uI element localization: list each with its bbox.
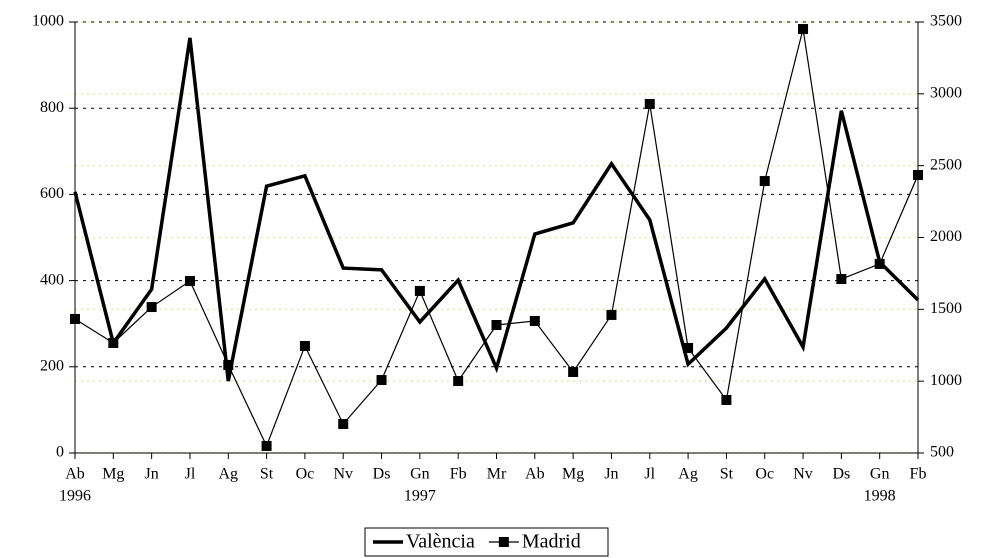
y-tick-label: 200	[40, 357, 64, 374]
y2-tick-label: 1000	[930, 372, 962, 389]
marker	[874, 258, 885, 269]
x-tick-label: Ab	[65, 466, 85, 483]
y-tick-label: 0	[56, 444, 64, 461]
marker	[798, 24, 809, 35]
marker	[721, 394, 732, 405]
x-tick-label: Fb	[910, 466, 927, 483]
y2-tick-label: 2000	[930, 228, 962, 245]
y2-tick-label: 2500	[930, 156, 962, 173]
marker	[223, 359, 234, 370]
marker	[644, 99, 655, 110]
legend-label: Madrid	[522, 531, 581, 553]
x-tick-label: Jl	[185, 466, 196, 483]
marker	[606, 309, 617, 320]
y2-tick-label: 3000	[930, 85, 962, 102]
x-tick-label: Ds	[832, 466, 850, 483]
x-tick-label: Gn	[870, 466, 890, 483]
marker	[338, 418, 349, 429]
x-tick-label: Gn	[410, 466, 430, 483]
marker	[453, 376, 464, 387]
marker	[184, 276, 195, 287]
y2-tick-label: 500	[930, 444, 954, 461]
legend-box	[364, 527, 609, 557]
x-tick-label: Jn	[145, 466, 159, 483]
x-group-label: 1997	[404, 488, 436, 505]
x-tick-label: Ag	[218, 466, 238, 483]
x-tick-label: Jl	[644, 466, 655, 483]
x-tick-label: Jn	[604, 466, 618, 483]
y-tick-label: 400	[40, 271, 64, 288]
marker	[759, 176, 770, 187]
x-group-label: 1996	[59, 488, 91, 505]
x-tick-label: Nv	[333, 466, 353, 483]
marker	[913, 170, 923, 181]
marker	[683, 342, 694, 353]
x-tick-label: St	[260, 466, 274, 483]
x-tick-label: Oc	[755, 466, 774, 483]
x-tick-label: Oc	[296, 466, 315, 483]
series-line	[73, 37, 920, 382]
marker	[491, 319, 502, 330]
x-group-label: 1998	[864, 488, 896, 505]
x-tick-label: Ab	[525, 466, 545, 483]
legend-label: València	[406, 531, 475, 553]
x-tick-label: Ds	[373, 466, 391, 483]
x-tick-label: Mg	[102, 466, 124, 483]
marker	[836, 274, 847, 285]
legend-marker	[498, 537, 509, 547]
x-tick-label: Mr	[487, 466, 507, 483]
marker	[299, 340, 310, 351]
marker	[108, 337, 119, 348]
marker	[70, 313, 80, 324]
x-tick-label: Mg	[562, 466, 584, 483]
x-tick-label: Ag	[678, 466, 698, 483]
marker	[568, 366, 579, 377]
marker	[529, 315, 540, 326]
y-tick-label: 1000	[32, 13, 64, 30]
marker	[261, 440, 272, 451]
marker	[414, 285, 425, 296]
marker	[376, 375, 387, 386]
y2-tick-label: 1500	[930, 300, 962, 317]
y-tick-label: 800	[40, 99, 64, 116]
x-tick-label: Fb	[450, 466, 467, 483]
x-tick-label: Nv	[793, 466, 813, 483]
x-tick-label: St	[720, 466, 734, 483]
y-tick-label: 600	[40, 185, 64, 202]
y2-tick-label: 3500	[930, 13, 962, 30]
marker	[146, 302, 157, 313]
